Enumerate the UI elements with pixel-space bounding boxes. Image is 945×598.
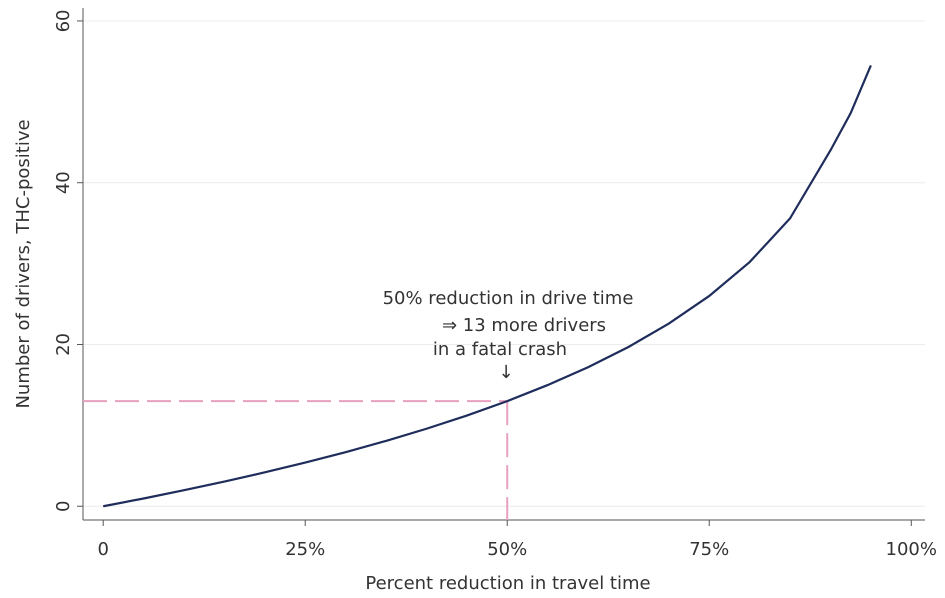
line (102, 64, 872, 508)
x-tick-label: 0 (97, 539, 108, 560)
annotation-text: ⇒ 13 more drivers (442, 315, 606, 336)
x-tick-label: 100% (886, 539, 937, 560)
annotation-text: in a fatal crash (433, 339, 567, 360)
annotation-text: ↓ (498, 362, 513, 383)
x-axis-title: Percent reduction in travel time (365, 573, 650, 594)
annotation-text: 50% reduction in drive time (383, 288, 634, 309)
x-tick-label: 75% (689, 539, 729, 560)
y-tick-label: 40 (53, 171, 74, 194)
x-tick-label: 25% (285, 539, 325, 560)
y-axis-title: Number of drivers, THC-positive (13, 119, 34, 408)
y-tick-label: 60 (53, 9, 74, 32)
y-tick-label: 0 (53, 501, 74, 512)
y-tick-label: 20 (53, 333, 74, 356)
x-tick-label: 50% (487, 539, 527, 560)
